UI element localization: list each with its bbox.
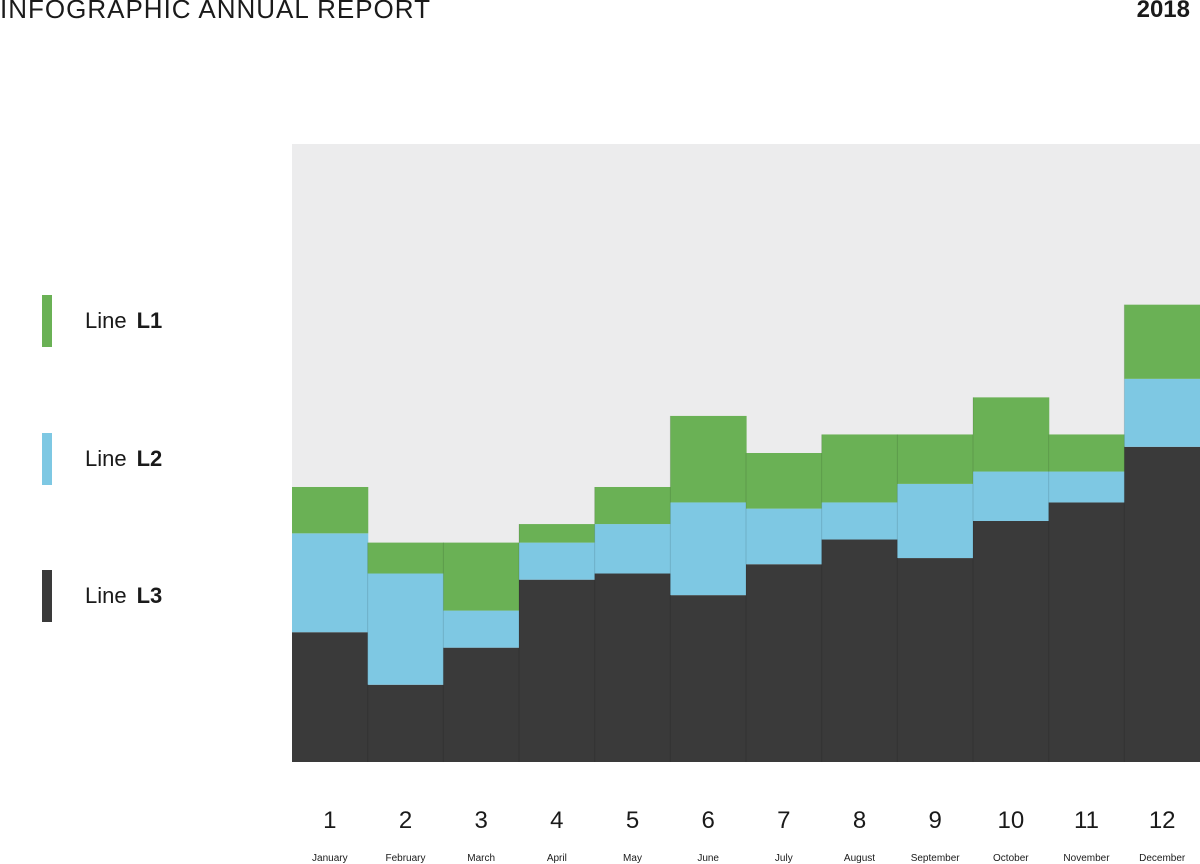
x-sublabel: March — [467, 853, 495, 864]
bar-l2-6 — [670, 502, 747, 596]
bar-l2-5 — [594, 524, 671, 574]
bar-l2-7 — [746, 508, 823, 565]
x-tick-label: 12 — [1149, 807, 1176, 834]
bar-l2-3 — [443, 610, 520, 648]
legend-prefix: Line — [85, 446, 127, 471]
bar-l1-7 — [746, 453, 823, 509]
bar-l3-7 — [746, 564, 823, 762]
legend-prefix: Line — [85, 583, 127, 608]
x-sublabel: October — [993, 853, 1029, 864]
report-title: INFOGRAPHIC ANNUAL REPORT — [0, 0, 431, 24]
x-tick-label: 1 — [323, 807, 336, 834]
bar-l3-1 — [292, 632, 369, 762]
bar-l2-4 — [519, 542, 596, 580]
bar-l3-11 — [1048, 502, 1125, 762]
bar-l1-5 — [594, 486, 671, 525]
bar-l3-3 — [443, 647, 520, 762]
x-tick-label: 8 — [853, 807, 866, 834]
x-tick-label: 5 — [626, 807, 639, 834]
x-tick-label: 3 — [474, 807, 487, 834]
bar-l2-12 — [1124, 378, 1200, 447]
x-tick-label: 11 — [1074, 807, 1099, 834]
x-sublabel: November — [1063, 853, 1110, 864]
bar-l3-9 — [897, 558, 974, 762]
x-sublabel: January — [312, 853, 348, 864]
bar-l1-1 — [292, 486, 369, 534]
x-tick-label: 7 — [777, 807, 790, 834]
legend-prefix: Line — [85, 308, 127, 333]
bar-l2-9 — [897, 483, 974, 559]
bar-l3-4 — [519, 579, 596, 762]
legend-swatch-l3 — [42, 570, 52, 622]
legend-label-l1: L1 — [136, 308, 163, 333]
bar-l2-2 — [367, 573, 444, 685]
bar-l3-8 — [821, 539, 898, 762]
x-sublabel: September — [911, 853, 961, 864]
bar-l1-8 — [821, 434, 898, 503]
bar-l3-12 — [1124, 446, 1200, 762]
bar-l2-10 — [973, 471, 1050, 521]
bar-l1-12 — [1124, 304, 1200, 379]
bar-l1-6 — [670, 415, 747, 503]
x-tick-label: 4 — [550, 807, 563, 834]
bar-l1-3 — [443, 542, 520, 611]
legend-label-l3: L3 — [136, 583, 163, 608]
x-sublabel: December — [1139, 853, 1186, 864]
bar-l2-1 — [292, 533, 369, 633]
x-tick-label: 9 — [928, 807, 941, 834]
legend-swatch-l1 — [42, 295, 52, 347]
x-sublabel: August — [844, 853, 875, 864]
bar-l2-8 — [821, 502, 898, 540]
legend-label-l2: L2 — [136, 446, 163, 471]
legend-swatch-l2 — [42, 433, 52, 485]
x-sublabel: June — [697, 853, 719, 864]
x-tick-label: 6 — [701, 807, 714, 834]
bar-l1-4 — [519, 524, 596, 543]
x-tick-label: 10 — [997, 807, 1024, 834]
bar-l3-6 — [670, 595, 747, 762]
bar-l3-5 — [594, 573, 671, 762]
bar-l1-9 — [897, 434, 974, 484]
bar-l1-2 — [367, 542, 444, 574]
x-sublabel: February — [385, 853, 425, 864]
x-sublabel: July — [775, 853, 793, 864]
bar-l1-10 — [973, 397, 1050, 472]
x-sublabel: May — [623, 853, 642, 864]
bar-l2-11 — [1048, 471, 1125, 503]
bar-l3-2 — [367, 684, 444, 762]
x-sublabel: April — [547, 853, 567, 864]
bar-l3-10 — [973, 520, 1050, 762]
bar-l1-11 — [1048, 434, 1125, 472]
x-tick-label: 2 — [399, 807, 412, 834]
report-year: 2018 — [1136, 0, 1190, 23]
